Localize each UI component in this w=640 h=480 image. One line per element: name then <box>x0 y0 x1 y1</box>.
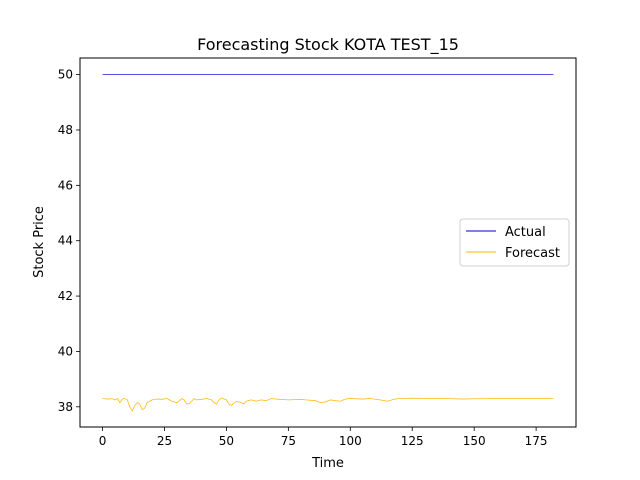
series-line-forecast <box>102 397 554 412</box>
x-tick-label: 100 <box>339 434 362 448</box>
x-tick-label: 50 <box>219 434 234 448</box>
legend-label-forecast: Forecast <box>505 246 560 261</box>
y-tick-label: 42 <box>58 289 73 303</box>
x-tick-label: 150 <box>463 434 486 448</box>
legend: Actual Forecast <box>459 218 570 267</box>
y-tick-label: 46 <box>58 178 73 192</box>
y-tick-label: 50 <box>58 68 73 82</box>
y-tick-label: 40 <box>58 344 73 358</box>
y-tick-label: 38 <box>58 400 73 414</box>
legend-label-actual: Actual <box>505 225 546 240</box>
y-axis: 38 40 42 44 46 48 50 <box>58 68 80 414</box>
y-tick-label: 48 <box>58 123 73 137</box>
x-tick-label: 175 <box>525 434 548 448</box>
chart-title: Forecasting Stock KOTA TEST_15 <box>197 35 459 55</box>
x-axis-label: Time <box>311 456 344 471</box>
x-tick-label: 0 <box>99 434 107 448</box>
y-tick-label: 44 <box>58 234 73 248</box>
x-tick-label: 125 <box>401 434 424 448</box>
plot-frame <box>79 57 577 428</box>
plot-lines <box>102 74 554 412</box>
x-axis: 0 25 50 75 100 125 150 175 <box>99 427 548 448</box>
x-tick-label: 25 <box>157 434 172 448</box>
x-tick-label: 75 <box>281 434 296 448</box>
y-axis-label: Stock Price <box>32 206 47 278</box>
